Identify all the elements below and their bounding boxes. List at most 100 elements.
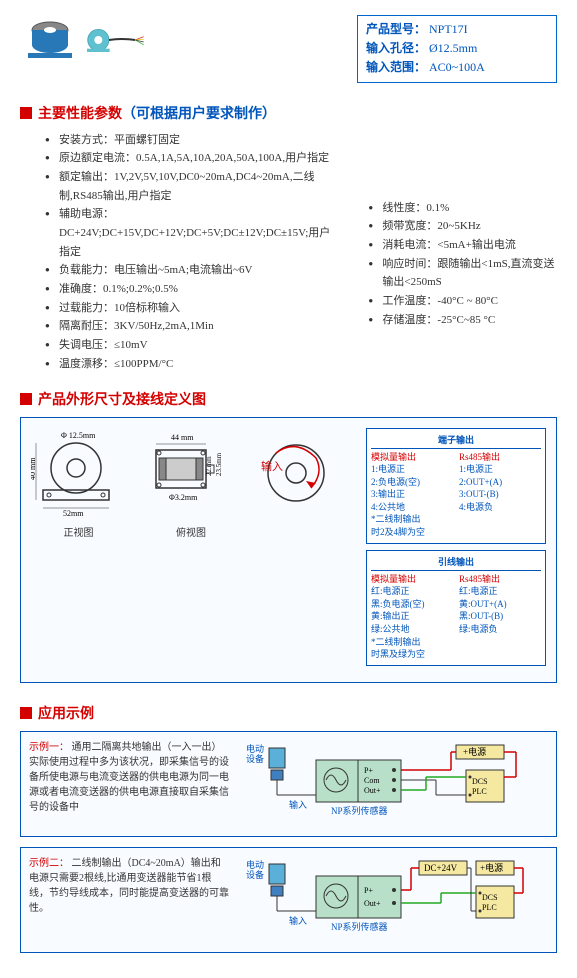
spec-item: 失调电压：≤10mV: [45, 336, 338, 355]
spec-item: 额定输出：1V,2V,5V,10V,DC0~20mA,DC4~20mA,二线制,…: [45, 168, 338, 205]
range-label: 输入范围：: [366, 60, 426, 74]
lead-output-table: 引线输出 模拟量输出 红:电源正黑:负电源(空)黄:输出正绿:公共地*二线制输出…: [366, 550, 546, 666]
section2-title-text: 产品外形尺寸及接线定义图: [38, 389, 206, 409]
svg-text:+电源: +电源: [480, 862, 503, 873]
svg-text:P+: P+: [364, 886, 373, 895]
lead-title: 引线输出: [371, 555, 541, 571]
spec-item: 2:负电源(空): [371, 476, 453, 489]
spec-item: 准确度：0.1%;0.2%;0.5%: [45, 280, 338, 299]
spec-item: 线性度：0.1%: [368, 199, 557, 218]
example1-diagram: 电动设备 输入 P+ Com Out+ NP系列传感器 +电源 DCSPLC: [241, 740, 548, 828]
spec-item: 2:OUT+(A): [459, 476, 541, 489]
svg-text:44 mm: 44 mm: [171, 433, 194, 442]
aperture-label: 输入孔径：: [366, 41, 426, 55]
svg-text:PLC: PLC: [482, 903, 497, 912]
svg-text:52mm: 52mm: [63, 509, 84, 518]
svg-text:P+: P+: [364, 766, 373, 775]
svg-text:DCS: DCS: [482, 893, 498, 902]
svg-text:NP系列传感器: NP系列传感器: [331, 805, 388, 816]
red-square-icon: [20, 107, 32, 119]
svg-text:输入: 输入: [261, 459, 283, 473]
terminal-title: 端子输出: [371, 433, 541, 449]
spec-item: 负载能力：电压输出~5mA;电流输出~6V: [45, 261, 338, 280]
svg-text:输入: 输入: [289, 799, 307, 810]
spec-item: 绿:电源负: [459, 623, 541, 636]
spec-item: 工作温度：-40°C ~ 80°C: [368, 292, 557, 311]
svg-text:23.5mm: 23.5mm: [215, 452, 223, 476]
spec-item: 红:电源正: [371, 585, 453, 598]
spec-item: 隔离耐压：3KV/50Hz,2mA,1Min: [45, 317, 338, 336]
product-image-1: [20, 15, 80, 65]
svg-text:PLC: PLC: [472, 787, 487, 796]
spec-item: 响应时间：跟随输出<1mS,直流变送输出<250mS: [368, 255, 557, 292]
aperture-value: Ø12.5mm: [429, 41, 477, 55]
svg-text:40 mm: 40 mm: [31, 456, 37, 479]
example2-diagram: 电动设备 输入 P+ Out+ NP系列传感器 DC+24V +电源 DCSPL…: [241, 856, 548, 944]
spec-item: 3:OUT-(B): [459, 488, 541, 501]
svg-text:设备: 设备: [246, 753, 264, 764]
product-info-box: 产品型号： NPT17I 输入孔径： Ø12.5mm 输入范围： AC0~100…: [357, 15, 557, 83]
svg-text:Φ3.2mm: Φ3.2mm: [169, 493, 198, 502]
spec-item: *二线制输出: [371, 513, 453, 526]
svg-text:DC+24V: DC+24V: [424, 863, 458, 873]
example1-box: 示例一： 通用二隔离共地输出（一入一出）实际使用过程中多为该状况，即采集信号的设…: [20, 731, 557, 837]
input-view: 输入: [256, 428, 336, 672]
spec-item: 频带宽度：20~5KHz: [368, 217, 557, 236]
spec-item: 时2及4脚为空: [371, 526, 453, 539]
spec-item: 黑:负电源(空): [371, 598, 453, 611]
spec-item: 存储温度：-25°C~85 °C: [368, 311, 557, 330]
top-row: 产品型号： NPT17I 输入孔径： Ø12.5mm 输入范围： AC0~100…: [20, 15, 557, 83]
spec-item: 1:电源正: [459, 463, 541, 476]
spec-item: 红:电源正: [459, 585, 541, 598]
front-view-label: 正视图: [31, 524, 126, 539]
spec-item: 3:输出正: [371, 488, 453, 501]
svg-text:电动: 电动: [246, 743, 264, 754]
section1-subtitle: （可根据用户要求制作）: [122, 103, 276, 123]
svg-text:22.mm: 22.mm: [205, 455, 213, 475]
dimension-diagram-box: Φ 12.5mm 40 mm 52mm 正视图 44 mm: [20, 417, 557, 683]
spec-item: 消耗电流：<5mA+输出电流: [368, 236, 557, 255]
svg-text:Φ 12.5mm: Φ 12.5mm: [61, 431, 96, 440]
section1-title-text: 主要性能参数: [38, 103, 122, 123]
section3-title-text: 应用示例: [38, 703, 94, 723]
red-square-icon: [20, 707, 32, 719]
spec-item: *二线制输出: [371, 636, 453, 649]
spec-item: 1:电源正: [371, 463, 453, 476]
specs-right-col: 线性度：0.1%频带宽度：20~5KHz消耗电流：<5mA+输出电流响应时间：跟…: [368, 131, 557, 374]
model-label: 产品型号：: [366, 22, 426, 36]
product-image-2: [85, 15, 145, 65]
svg-text:Out+: Out+: [364, 786, 381, 795]
output-tables: 端子输出 模拟量输出 1:电源正2:负电源(空)3:输出正4:公共地*二线制输出…: [366, 428, 546, 672]
svg-text:Out+: Out+: [364, 899, 381, 908]
spec-item: 黑:OUT-(B): [459, 610, 541, 623]
product-images: [20, 15, 145, 83]
spec-item: 过载能力：10倍标称输入: [45, 299, 338, 318]
spec-item: 原边额定电流：0.5A,1A,5A,10A,20A,50A,100A,用户指定: [45, 149, 338, 168]
spec-item: 黄:输出正: [371, 610, 453, 623]
spec-item: 4:电源负: [459, 501, 541, 514]
model-value: NPT17I: [429, 22, 468, 36]
svg-text:电动: 电动: [246, 859, 264, 870]
svg-text:设备: 设备: [246, 869, 264, 880]
section2-title: 产品外形尺寸及接线定义图: [20, 389, 557, 409]
specs-left-col: 安装方式：平面螺钉固定原边额定电流：0.5A,1A,5A,10A,20A,50A…: [45, 131, 338, 374]
top-view-label: 俯视图: [141, 524, 241, 539]
svg-text:NP系列传感器: NP系列传感器: [331, 921, 388, 932]
example2-label: 示例二：: [29, 858, 69, 869]
spec-item: 时黑及绿为空: [371, 648, 453, 661]
spec-item: 4:公共地: [371, 501, 453, 514]
svg-text:输入: 输入: [289, 915, 307, 926]
front-view: Φ 12.5mm 40 mm 52mm 正视图: [31, 428, 126, 672]
top-view: 44 mm 22.mm 23.5mm Φ3.2mm 俯视图: [141, 428, 241, 672]
terminal-output-table: 端子输出 模拟量输出 1:电源正2:负电源(空)3:输出正4:公共地*二线制输出…: [366, 428, 546, 544]
range-value: AC0~100A: [429, 60, 485, 74]
example1-label: 示例一：: [29, 742, 69, 753]
red-square-icon: [20, 393, 32, 405]
example2-box: 示例二： 二线制输出（DC4~20mA）输出和电源只需要2根线,比通用变送器能节…: [20, 847, 557, 953]
specs-list: 安装方式：平面螺钉固定原边额定电流：0.5A,1A,5A,10A,20A,50A…: [20, 131, 557, 374]
svg-text:DCS: DCS: [472, 777, 488, 786]
section3-title: 应用示例: [20, 703, 557, 723]
svg-text:Com: Com: [364, 776, 380, 785]
spec-item: 辅助电源：DC+24V;DC+15V,DC+12V;DC+5V;DC±12V;D…: [45, 205, 338, 261]
section1-title: 主要性能参数 （可根据用户要求制作）: [20, 103, 557, 123]
